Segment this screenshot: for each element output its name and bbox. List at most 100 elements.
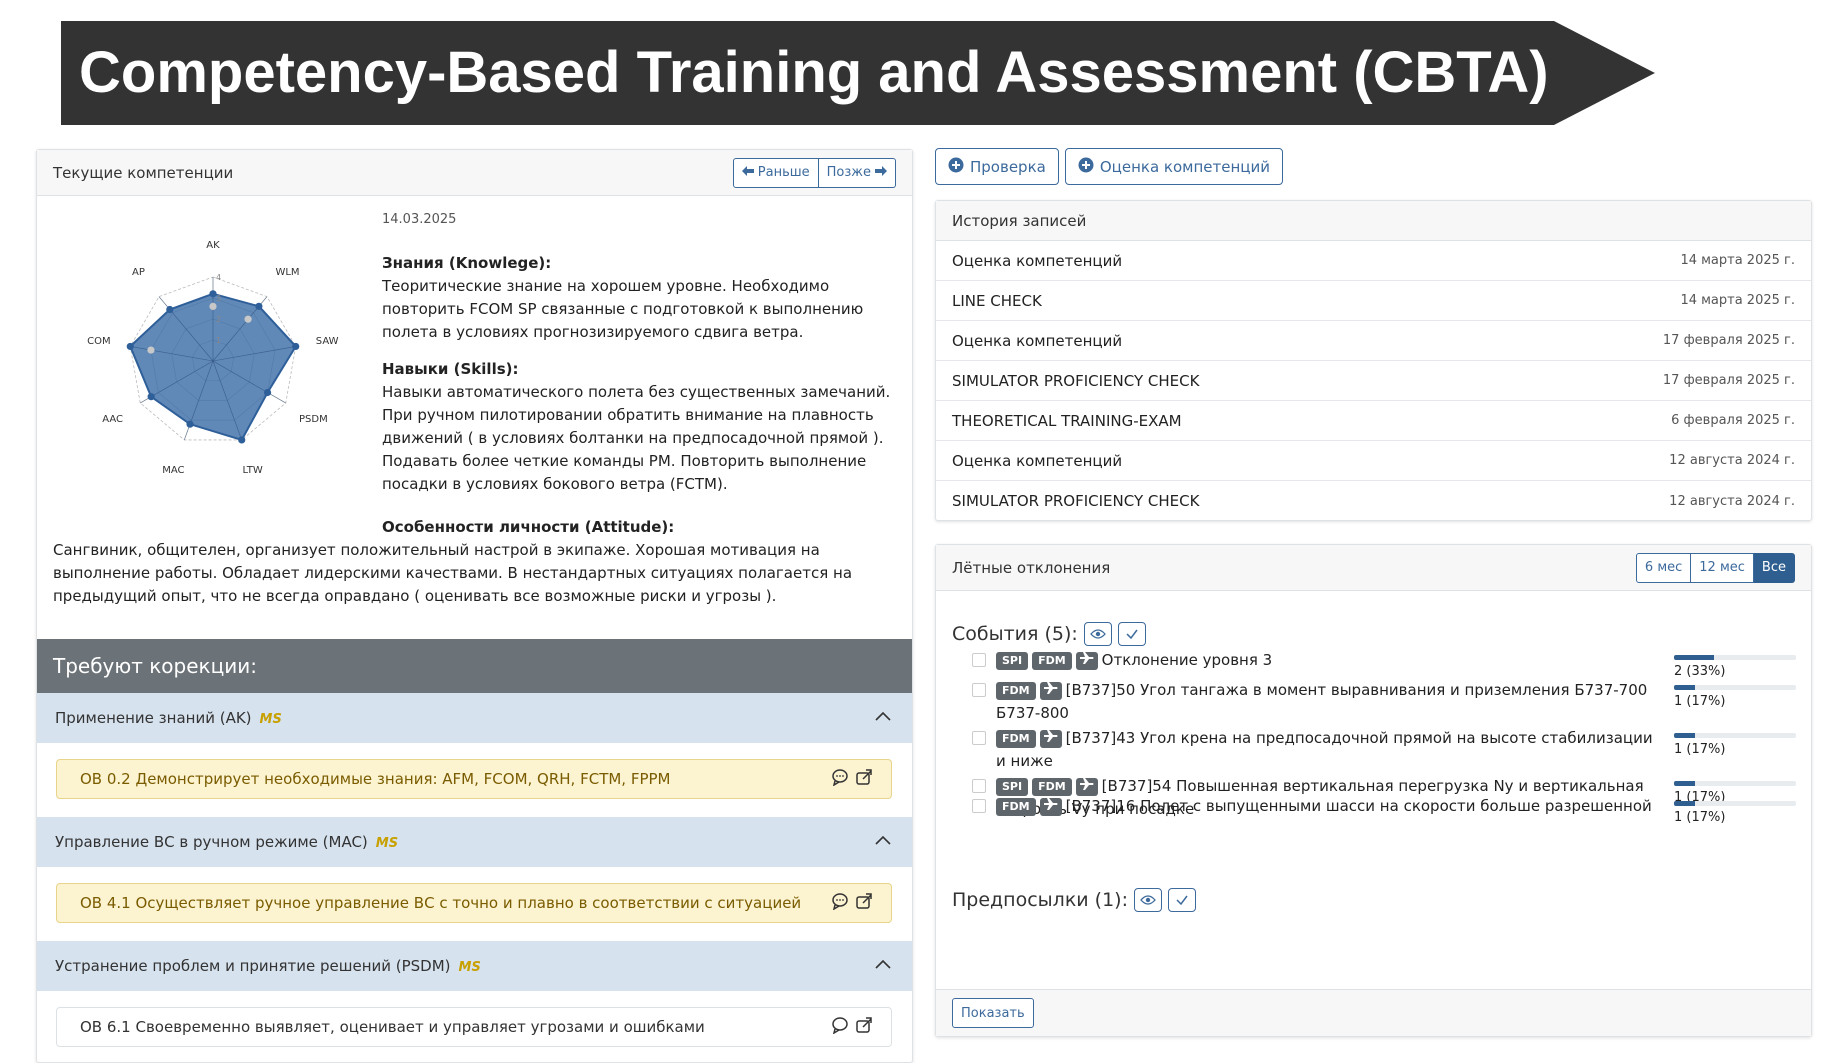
- knowledge-title: Знания (Knowlege):: [382, 254, 552, 272]
- accordion-header-mac[interactable]: Управление ВС в ручном режиме (MAC) MS: [37, 817, 912, 867]
- page-banner: Competency-Based Training and Assessment…: [61, 21, 1655, 125]
- source-tag: FDM: [996, 682, 1036, 700]
- deviation-checkbox[interactable]: [972, 653, 986, 667]
- radar-value-area: [129, 292, 297, 442]
- knowledge-text: Теоритические знание на хорошем уровне. …: [382, 277, 864, 341]
- stat-progress-bar: [1674, 685, 1796, 690]
- deviation-text[interactable]: Отклонение уровня 3: [1101, 651, 1273, 669]
- deviations-header: Лётные отклонения 6 мес 12 мес Все: [936, 545, 1811, 591]
- airplane-icon: [1039, 730, 1062, 748]
- deviation-stat: 1 (17%): [1674, 801, 1796, 825]
- comment-icon[interactable]: [831, 768, 849, 790]
- comment-icon[interactable]: [831, 892, 849, 914]
- history-row[interactable]: SIMULATOR PROFICIENCY CHECK 12 августа 20…: [936, 481, 1811, 521]
- share-icon[interactable]: [855, 768, 873, 790]
- record-date: 17 февраля 2025 г.: [1662, 373, 1795, 388]
- period-12m-button[interactable]: 12 мес: [1691, 552, 1754, 583]
- deviation-text[interactable]: [B737]50 Угол тангажа в момент выравнива…: [996, 681, 1648, 722]
- stat-progress-fill: [1674, 801, 1695, 806]
- skills-text: Навыки автоматического полета без сущест…: [382, 383, 891, 493]
- check-button[interactable]: Проверка: [935, 148, 1059, 185]
- stat-progress-fill: [1674, 655, 1715, 660]
- share-icon[interactable]: [855, 1016, 873, 1038]
- eye-button[interactable]: [1134, 888, 1162, 912]
- deviation-checkbox[interactable]: [972, 799, 986, 813]
- deviation-checkbox[interactable]: [972, 731, 986, 745]
- record-date: 6 февраля 2025 г.: [1671, 413, 1795, 428]
- earlier-button[interactable]: Раньше: [732, 157, 819, 188]
- radar-axis-label: AAC: [102, 414, 123, 425]
- source-tag: FDM: [996, 730, 1036, 748]
- behavior-text: ОВ 0.2 Демонстрирует необходимые знания:…: [80, 770, 671, 788]
- airplane-icon: [1075, 778, 1098, 796]
- comment-icon[interactable]: [831, 1016, 849, 1038]
- arrow-right-icon: [875, 165, 887, 180]
- behavior-item[interactable]: ОВ 0.2 Демонстрирует необходимые знания:…: [56, 759, 892, 799]
- radar-inner-spoke: [212, 346, 296, 362]
- source-tag: FDM: [1032, 778, 1072, 796]
- competencies-header: Текущие компетенции Раньше Позже: [37, 150, 912, 196]
- chevron-up-icon[interactable]: [872, 953, 894, 979]
- assess-label: Оценка компетенций: [1099, 157, 1270, 176]
- plus-circle-icon: [1078, 157, 1094, 177]
- accordion-header-psdm[interactable]: Устранение проблем и принятие решений (P…: [37, 941, 912, 991]
- deviations-title: Лётные отклонения: [952, 558, 1111, 577]
- stat-value: 1 (17%): [1674, 810, 1726, 825]
- later-button[interactable]: Позже: [818, 157, 896, 188]
- history-row[interactable]: Оценка компетенций 14 марта 2025 г.: [936, 241, 1811, 281]
- competencies-title: Текущие компетенции: [53, 163, 234, 182]
- check-label: Проверка: [970, 157, 1046, 176]
- deviation-content: FDM [B737]50 Угол тангажа в момент выравн…: [996, 679, 1656, 725]
- share-icon[interactable]: [855, 892, 873, 914]
- radar-value-point: [147, 393, 155, 401]
- navigation-button-group: Раньше Позже: [732, 157, 896, 188]
- deviation-content: FDM [B737]43 Угол крена на предпосадочной…: [996, 727, 1656, 773]
- behavior-item[interactable]: ОВ 4.1 Осуществляет ручное управление ВС…: [56, 883, 892, 923]
- check-all-button[interactable]: [1168, 888, 1196, 912]
- record-name: LINE CHECK: [952, 291, 1042, 310]
- deviation-stat: 1 (17%): [1674, 685, 1796, 709]
- radar-tick-label: 2: [216, 315, 221, 324]
- history-row[interactable]: LINE CHECK 14 марта 2025 г.: [936, 281, 1811, 321]
- history-header: История записей: [936, 201, 1811, 241]
- attitude-text: Сангвиник, общителен, организует положит…: [53, 541, 853, 605]
- accordion-header-ak[interactable]: Применение знаний (AK) MS: [37, 693, 912, 743]
- stat-value: 2 (33%): [1674, 664, 1726, 679]
- airplane-icon: [1039, 682, 1062, 700]
- radar-axis-label: PSDM: [299, 414, 328, 425]
- history-row[interactable]: THEORETICAL TRAINING-EXAM 6 февраля 2025 …: [936, 401, 1811, 441]
- stat-progress-fill: [1674, 781, 1695, 786]
- radar-inner-spoke: [212, 360, 286, 404]
- deviation-checkbox[interactable]: [972, 779, 986, 793]
- assess-competencies-button[interactable]: Оценка компетенций: [1064, 148, 1283, 185]
- source-tag: SPI: [996, 778, 1029, 796]
- check-all-button[interactable]: [1117, 622, 1146, 646]
- airplane-icon: [1075, 652, 1098, 670]
- deviation-text[interactable]: [B737]16 Полет с выпущенными шасси на ск…: [1065, 797, 1652, 815]
- events-title: События (5):: [952, 623, 1078, 645]
- stat-progress-bar: [1674, 781, 1796, 786]
- radar-tick-label: 3: [216, 294, 221, 303]
- behavior-item[interactable]: ОВ 6.1 Своевременно выявляет, оценивает …: [56, 1007, 892, 1047]
- period-6m-button[interactable]: 6 мес: [1635, 552, 1692, 583]
- action-buttons: Проверка Оценка компетенций: [935, 148, 1283, 185]
- record-date: 12 августа 2024 г.: [1669, 493, 1795, 509]
- deviation-content: SPI FDM Отклонение уровня 3: [996, 649, 1656, 672]
- record-date: 17 февраля 2025 г.: [1662, 333, 1795, 348]
- show-button[interactable]: Показать: [952, 998, 1034, 1028]
- chevron-up-icon[interactable]: [872, 829, 894, 855]
- deviation-text[interactable]: [B737]43 Угол крена на предпосадочной пр…: [996, 729, 1653, 770]
- radar-value-point: [186, 420, 194, 428]
- eye-button[interactable]: [1083, 622, 1112, 646]
- radar-previous-point: [209, 302, 217, 310]
- chevron-up-icon[interactable]: [872, 705, 894, 731]
- radar-tick-label: 4: [216, 273, 221, 282]
- deviation-checkbox[interactable]: [972, 683, 986, 697]
- history-row[interactable]: Оценка компетенций 12 августа 2024 г.: [936, 441, 1811, 481]
- period-all-button[interactable]: Все: [1753, 552, 1795, 583]
- accordion-title: Управление ВС в ручном режиме (MAC): [55, 833, 368, 851]
- radar-value-point: [166, 305, 174, 314]
- radar-value-point: [263, 388, 272, 397]
- history-row[interactable]: Оценка компетенций 17 февраля 2025 г.: [936, 321, 1811, 361]
- history-row[interactable]: SIMULATOR PROFICIENCY CHECK 17 февраля 20…: [936, 361, 1811, 401]
